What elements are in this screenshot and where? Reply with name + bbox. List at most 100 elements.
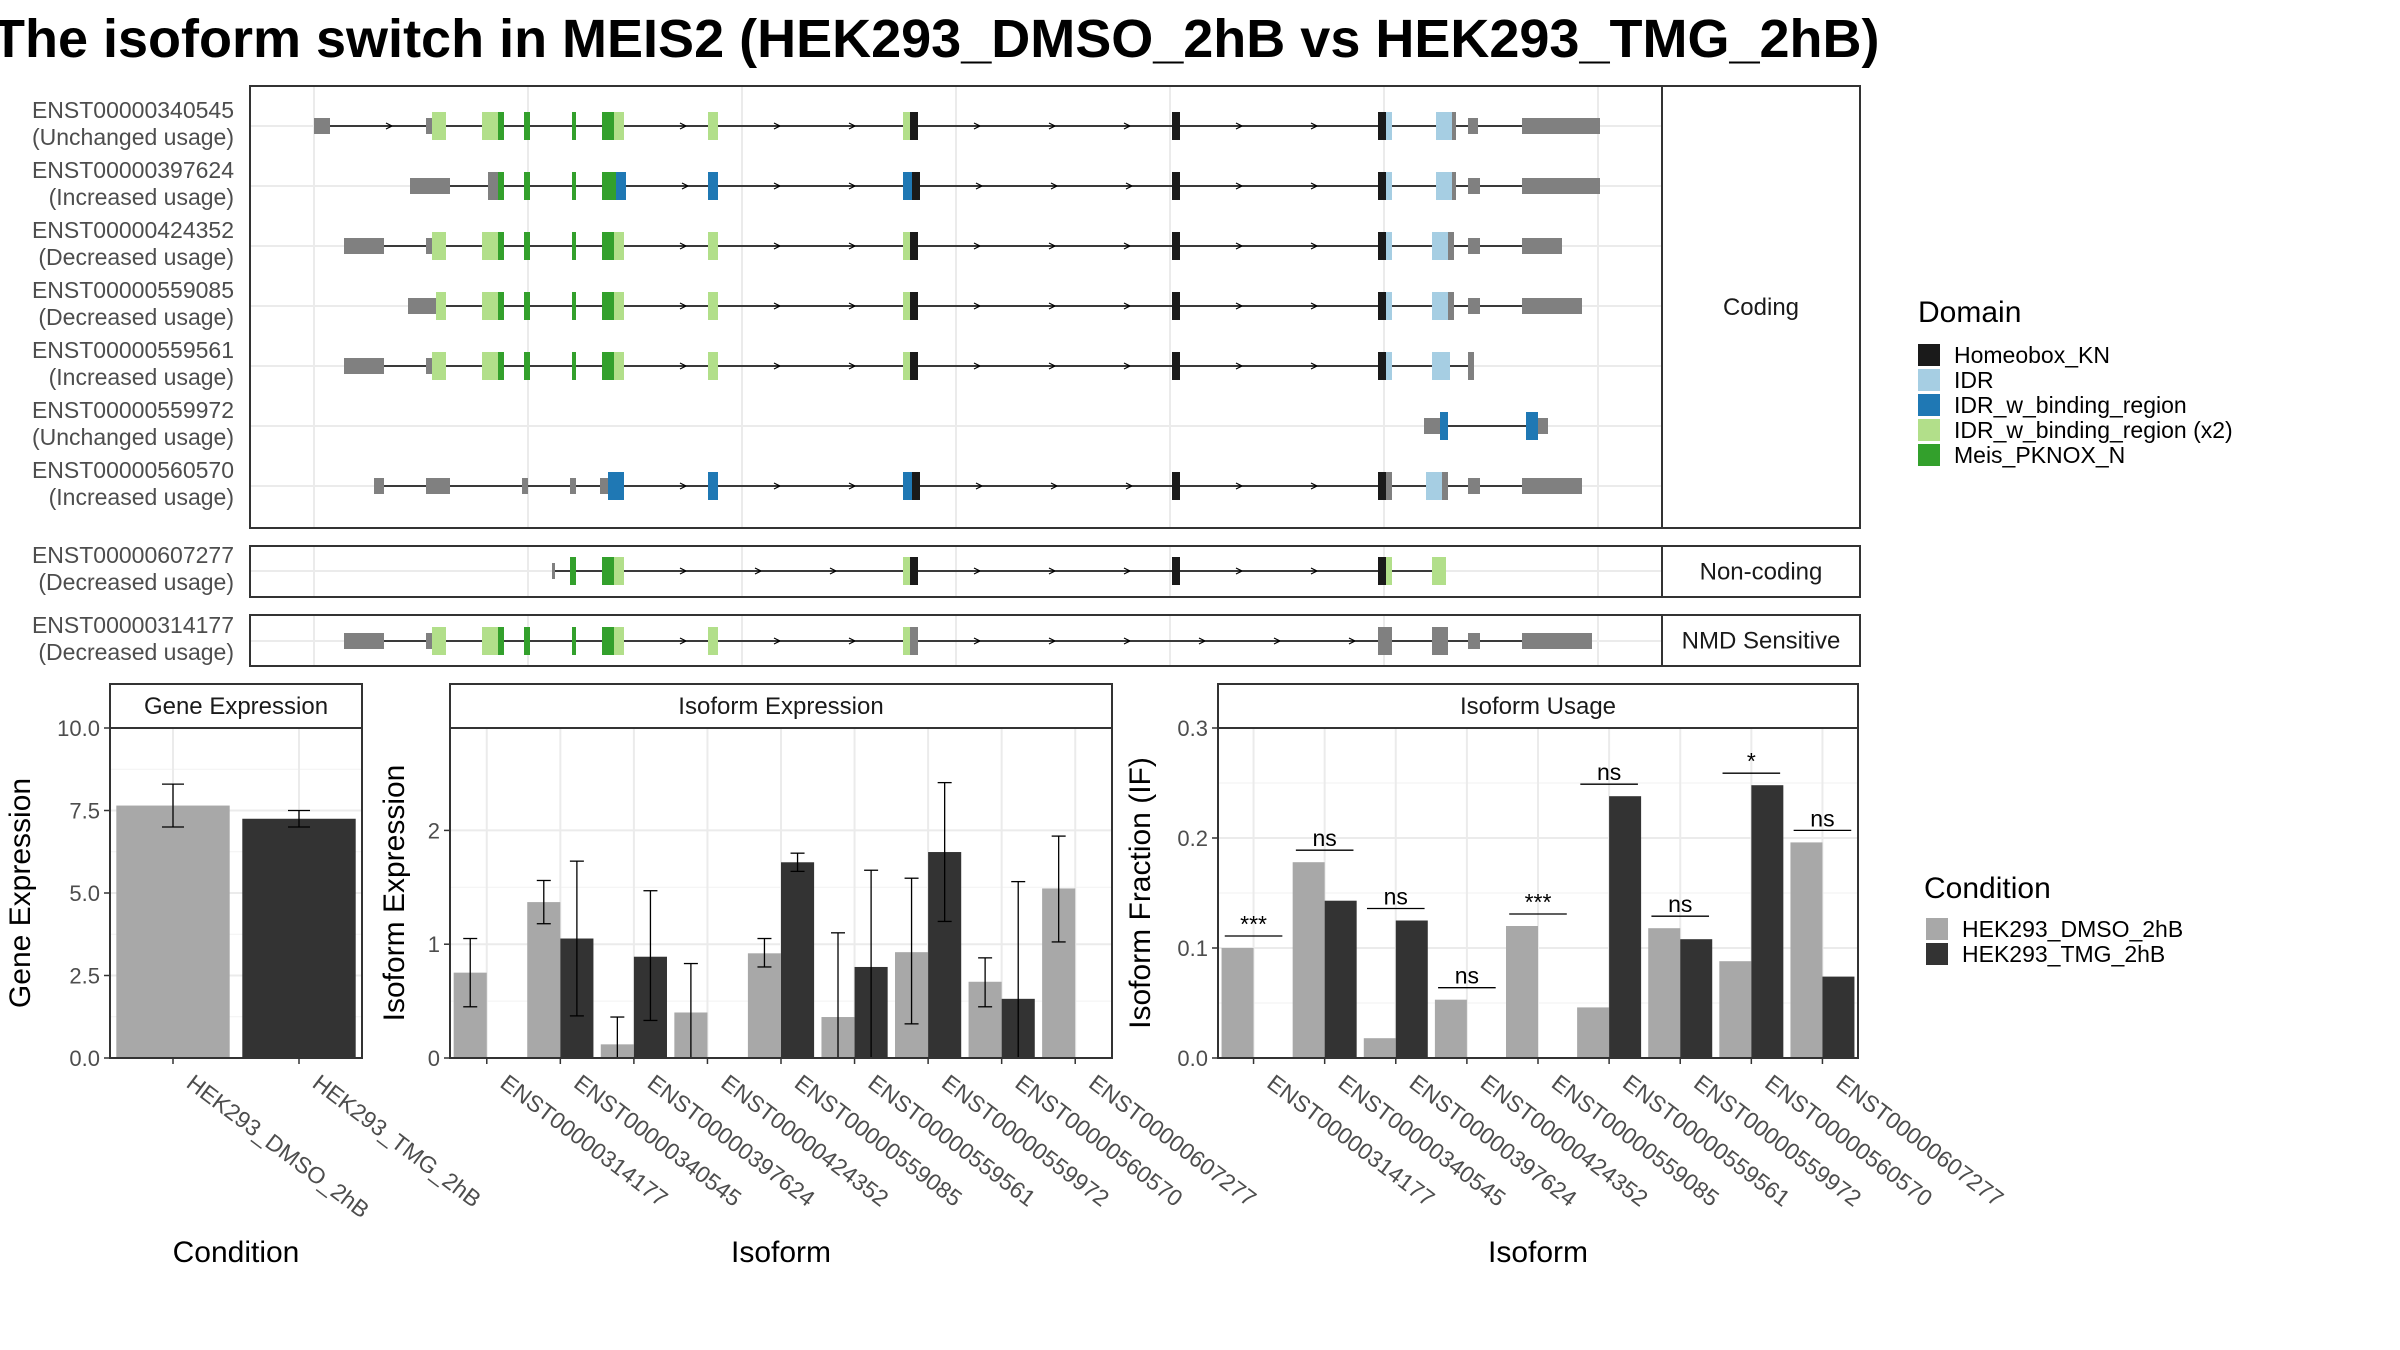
condition-legend-title: Condition: [1924, 872, 2051, 905]
intron-arrow: [1235, 482, 1244, 490]
domain-exon: [498, 352, 504, 380]
domain-exon: [903, 172, 912, 200]
significance-label: ns: [1313, 825, 1337, 851]
significance-label: ns: [1668, 891, 1692, 917]
bar: [1324, 900, 1357, 1058]
significance-label: ***: [1240, 911, 1267, 937]
significance-label: ns: [1455, 963, 1479, 989]
significance-label: ns: [1597, 759, 1621, 785]
domain-legend-label: IDR: [1954, 367, 1994, 393]
bar: [1434, 999, 1467, 1058]
domain-exon: [498, 172, 504, 200]
domain-exon: [572, 352, 576, 380]
transcript-status-label: (Increased usage): [49, 364, 234, 390]
transcript-id-label: ENST00000607277: [32, 542, 234, 568]
significance-label: *: [1747, 748, 1756, 774]
intron-arrow: [1235, 302, 1244, 310]
domain-exon: [572, 112, 576, 140]
utr-exon: [426, 358, 432, 374]
utr-exon: [344, 238, 384, 254]
utr-exon: [1468, 178, 1480, 194]
domain-legend-label: Homeobox_KN: [1954, 342, 2110, 368]
intron-arrow: [1123, 302, 1132, 310]
domain-exon: [1172, 292, 1180, 320]
intron-arrow: [679, 242, 688, 250]
intron-arrow: [1123, 637, 1132, 645]
domain-exon: [910, 292, 918, 320]
intron-arrow: [681, 182, 690, 190]
domain-exon: [602, 112, 614, 140]
domain-legend-swatch: [1918, 419, 1940, 441]
transcript-id-label: ENST00000424352: [32, 217, 234, 243]
y-tick-label: 2.5: [69, 964, 100, 989]
intron-arrow: [1125, 182, 1134, 190]
intron-arrow: [1235, 182, 1244, 190]
domain-exon: [524, 292, 530, 320]
domain-exon: [614, 557, 624, 585]
domain-exon: [1436, 112, 1452, 140]
domain-legend-swatch: [1918, 344, 1940, 366]
domain-exon: [903, 352, 910, 380]
intron-arrow: [1273, 637, 1282, 645]
intron-arrow: [1048, 122, 1057, 130]
domain-exon: [708, 472, 718, 500]
bar: [781, 862, 815, 1058]
facet-strip-label: Coding: [1723, 294, 1799, 321]
utr-exon: [1448, 232, 1454, 260]
facet-strip: [1661, 614, 1861, 667]
utr-exon: [1468, 633, 1480, 649]
intron-arrow: [1123, 567, 1132, 575]
domain-exon: [910, 352, 918, 380]
utr-exon: [1424, 418, 1440, 434]
domain-exon: [1386, 232, 1392, 260]
intron-arrow: [679, 122, 688, 130]
transcript-id-label: ENST00000559561: [32, 337, 234, 363]
domain-exon: [903, 557, 910, 585]
intron-arrow: [1198, 637, 1207, 645]
bar: [1363, 1038, 1396, 1058]
intron-arrow: [1048, 302, 1057, 310]
intron-arrow: [1310, 302, 1319, 310]
domain-exon: [482, 112, 498, 140]
domain-exon: [1172, 172, 1180, 200]
domain-legend-title: Domain: [1918, 296, 2021, 329]
x-axis-title: Isoform: [1488, 1236, 1588, 1269]
domain-exon: [482, 292, 498, 320]
domain-exon: [708, 627, 718, 655]
intron-arrow: [773, 242, 782, 250]
domain-legend: DomainHomeobox_KNIDRIDR_w_binding_region…: [1918, 296, 2233, 468]
intron-arrow: [1235, 242, 1244, 250]
domain-exon: [910, 112, 918, 140]
domain-exon: [1378, 232, 1386, 260]
bar: [1648, 928, 1681, 1058]
utr-exon: [426, 118, 432, 134]
transcript-status-label: (Decreased usage): [38, 569, 234, 595]
domain-legend-swatch: [1918, 369, 1940, 391]
facet-strip-label: Non-coding: [1700, 559, 1823, 586]
domain-exon: [903, 292, 910, 320]
utr-exon: [1468, 478, 1480, 494]
gene-expression-chart: 0.02.55.07.510.0HEK293_DMSO_2hBHEK293_TM…: [4, 683, 486, 1269]
chart-strip: [1217, 683, 1859, 729]
intron-arrow: [1310, 122, 1319, 130]
utr-exon: [426, 633, 432, 649]
domain-exon: [602, 172, 616, 200]
domain-exon: [614, 627, 624, 655]
domain-exon: [708, 172, 718, 200]
transcript-structure-panel: ENST00000340545(Unchanged usage)ENST0000…: [32, 85, 1861, 667]
domain-exon: [1378, 112, 1386, 140]
domain-exon: [910, 557, 918, 585]
condition-legend-label: HEK293_TMG_2hB: [1962, 941, 2165, 967]
y-tick-label: 0: [428, 1046, 440, 1071]
domain-exon: [708, 352, 718, 380]
intron-arrow: [973, 637, 982, 645]
transcript-status-label: (Unchanged usage): [32, 124, 234, 150]
chart-strip: [109, 683, 363, 729]
intron-arrow: [848, 482, 857, 490]
domain-exon: [1378, 557, 1386, 585]
y-axis-title: Isoform Expression: [378, 765, 411, 1022]
intron-arrow: [385, 122, 394, 130]
intron-arrow: [1050, 482, 1059, 490]
intron-arrow: [1048, 242, 1057, 250]
